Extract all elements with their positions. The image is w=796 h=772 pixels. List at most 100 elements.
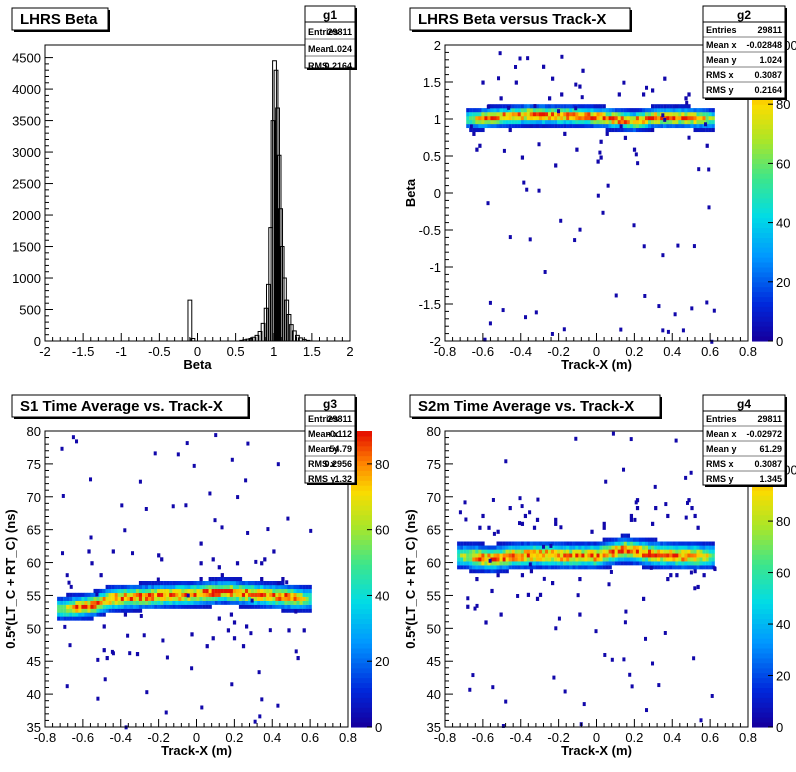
- heatmap-cell: [93, 612, 97, 617]
- heatmap-cell: [590, 123, 594, 129]
- heatmap-cell: [154, 581, 158, 586]
- heatmap-cell: [599, 120, 603, 125]
- heatmap-cell: [660, 108, 664, 113]
- heatmap-cell: [624, 609, 628, 614]
- heatmap-cell: [472, 569, 476, 574]
- heatmap-cell: [81, 596, 85, 601]
- heatmap-cell: [548, 123, 552, 129]
- heatmap-cell: [175, 596, 179, 601]
- heatmap-cell: [617, 557, 621, 562]
- heatmap-cell: [575, 565, 579, 570]
- heatmap-cell: [681, 565, 685, 570]
- heatmap-cell: [635, 561, 640, 566]
- color-scale-segment: [752, 227, 773, 233]
- heatmap-cell: [587, 557, 591, 562]
- heatmap-cell: [675, 108, 679, 113]
- color-scale-segment: [752, 301, 773, 307]
- heatmap-cell: [584, 561, 588, 566]
- heatmap-cell: [535, 557, 540, 562]
- heatmap-cell: [508, 120, 512, 125]
- heatmap-cell: [705, 123, 709, 129]
- heatmap-cell: [466, 557, 470, 562]
- heatmap-cell: [499, 557, 503, 562]
- heatmap-cell: [111, 592, 115, 597]
- heatmap-cell: [75, 608, 79, 613]
- heatmap-cell: [277, 581, 281, 586]
- y-tick-label: 1: [434, 112, 441, 127]
- heatmap-cell: [632, 223, 636, 228]
- heatmap-cell: [208, 588, 212, 594]
- heatmap-cell: [602, 116, 606, 121]
- color-scale-segment: [752, 109, 773, 115]
- heatmap-cell: [96, 600, 100, 605]
- heatmap-cell: [236, 495, 240, 500]
- color-scale-segment: [351, 628, 372, 634]
- heatmap-cell: [575, 545, 579, 550]
- heatmap-cell: [517, 565, 521, 570]
- heatmap-cell: [684, 565, 688, 570]
- heatmap-cell: [517, 123, 521, 129]
- heatmap-cell: [111, 604, 115, 609]
- heatmap-cell: [651, 545, 655, 550]
- heatmap-cell: [90, 600, 94, 605]
- heatmap-cell: [511, 565, 515, 570]
- heatmap-cell: [629, 553, 634, 558]
- stats-row-value: 61.29: [759, 444, 782, 454]
- color-scale-segment: [351, 662, 372, 669]
- x-tick-label: 0: [193, 730, 200, 745]
- x-tick-label: -0.5: [148, 344, 170, 359]
- heatmap-cell: [660, 565, 664, 570]
- heatmap-cell: [499, 116, 503, 121]
- heatmap-cell: [661, 328, 665, 333]
- heatmap-cell: [523, 513, 528, 519]
- heatmap-cell: [596, 112, 600, 117]
- heatmap-cell: [675, 561, 679, 566]
- heatmap-cell: [481, 108, 485, 113]
- stats-row-label: Entries: [706, 25, 737, 35]
- z-tick-label: 80: [776, 97, 790, 112]
- heatmap-cell: [690, 108, 694, 113]
- heatmap-cell: [464, 517, 468, 522]
- heatmap-cell: [528, 510, 532, 515]
- heatmap-cell: [472, 545, 476, 550]
- heatmap-cell: [496, 120, 500, 125]
- panel-title: LHRS Beta versus Track-X: [409, 7, 632, 32]
- heatmap-cell: [272, 549, 276, 554]
- heatmap-cell: [642, 127, 646, 133]
- heatmap-cell: [554, 549, 558, 554]
- heatmap-cell: [202, 592, 206, 597]
- heatmap-cell: [684, 561, 688, 566]
- heatmap-cell: [157, 600, 161, 605]
- heatmap-cell: [608, 557, 612, 562]
- heatmap-cell: [666, 112, 670, 117]
- heatmap-cell: [538, 561, 543, 566]
- heatmap-cell: [569, 561, 573, 566]
- heatmap-cell: [711, 561, 715, 566]
- heatmap-cell: [696, 127, 700, 133]
- heatmap-cell: [520, 120, 525, 125]
- heatmap-cell: [272, 600, 276, 605]
- heatmap-cell: [496, 553, 500, 558]
- heatmap-cell: [223, 596, 228, 601]
- heatmap-cell: [190, 581, 194, 586]
- heatmap-cell: [251, 588, 255, 594]
- stats-row-value: 29811: [757, 414, 782, 424]
- heatmap-cell: [545, 112, 549, 117]
- heatmap-cell: [514, 565, 518, 570]
- color-scale-segment: [752, 682, 773, 689]
- heatmap-cell: [172, 604, 176, 609]
- heatmap-cell: [491, 685, 495, 690]
- heatmap-cell: [145, 592, 149, 597]
- heatmap-cell: [296, 596, 300, 601]
- heatmap-cell: [142, 592, 146, 597]
- heatmap-cell: [129, 596, 134, 601]
- heatmap-cell: [632, 537, 637, 542]
- heatmap-cell: [475, 112, 479, 117]
- heatmap-cell: [296, 600, 300, 605]
- heatmap-cell: [617, 561, 621, 566]
- heatmap-cell: [657, 683, 661, 688]
- heatmap-cell: [302, 592, 306, 597]
- heatmap-cell: [648, 127, 652, 133]
- heatmap-cell: [681, 108, 685, 113]
